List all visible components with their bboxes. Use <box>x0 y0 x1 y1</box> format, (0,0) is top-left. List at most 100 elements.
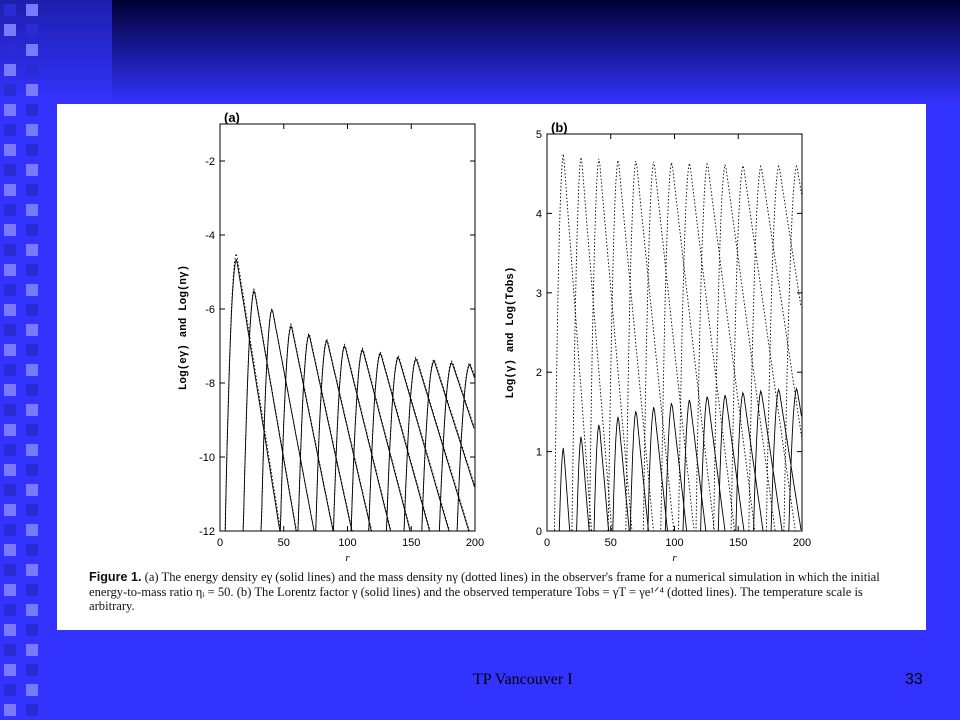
series-curve-γ <box>770 387 802 531</box>
decorative-square <box>4 704 16 716</box>
x-tick-label: 200 <box>466 537 484 549</box>
decorative-square <box>26 584 38 596</box>
series-curve-nγ <box>242 287 297 531</box>
decorative-square <box>4 564 16 576</box>
decorative-square <box>4 24 16 36</box>
decorative-square <box>4 624 16 636</box>
decorative-square <box>26 464 38 476</box>
series-curve-Tobs <box>765 164 802 531</box>
series-curve-eγ <box>385 356 450 531</box>
series-curve-γ <box>629 411 649 531</box>
series-curve-Tobs <box>695 162 756 531</box>
decorative-square <box>4 264 16 276</box>
series-curve-γ <box>682 399 707 531</box>
decorative-square <box>26 544 38 556</box>
series-curve-nγ <box>421 358 475 531</box>
series-curve-eγ <box>403 358 470 531</box>
series-curve-γ <box>788 387 802 531</box>
decorative-square <box>26 664 38 676</box>
series-curve-γ <box>717 394 745 531</box>
decorative-square <box>26 484 38 496</box>
y-tick-label: 0 <box>536 526 542 538</box>
y-tick-label: -10 <box>199 452 215 464</box>
decorative-square <box>4 64 16 76</box>
decorative-square <box>4 584 16 596</box>
series-curve-nγ <box>297 332 353 531</box>
y-tick-label: -4 <box>205 230 215 242</box>
decorative-square <box>26 564 38 576</box>
x-axis-label: r <box>345 552 350 564</box>
series-curve-Tobs <box>678 163 736 531</box>
series-curve-Tobs <box>660 162 715 531</box>
decorative-square <box>26 44 38 56</box>
x-tick-label: 0 <box>217 537 223 549</box>
decorative-square <box>26 424 38 436</box>
series-curve-Tobs <box>730 163 796 531</box>
series-curve-γ <box>612 416 630 531</box>
series-curve-Tobs <box>748 164 802 531</box>
figure-panel: (a) 0 50 100 150 200 -12 -10 -8 -6 -4 -2 r Log(eγ) an… <box>57 104 926 630</box>
series-curve-nγ <box>385 354 450 531</box>
decorative-square <box>26 224 38 236</box>
decorative-square <box>26 64 38 76</box>
y-tick-label: 2 <box>536 367 542 379</box>
series-curve-eγ <box>224 259 281 531</box>
decorative-square <box>4 644 16 656</box>
decorative-square <box>26 604 38 616</box>
decorative-square <box>4 324 16 336</box>
decorative-square <box>4 304 16 316</box>
x-tick-label: 150 <box>402 537 420 549</box>
series-curve-nγ <box>260 308 315 531</box>
decorative-square <box>26 504 38 516</box>
series-curve-nγ <box>438 360 475 531</box>
series-curve-Tobs <box>553 154 593 531</box>
decorative-square <box>26 84 38 96</box>
decorative-square <box>26 344 38 356</box>
caption-label: Figure 1. <box>89 570 142 584</box>
decorative-square <box>4 344 16 356</box>
series-curve-eγ <box>297 334 353 531</box>
decorative-square <box>4 204 16 216</box>
decorative-square <box>26 184 38 196</box>
x-tick-label: 0 <box>544 537 550 549</box>
decorative-square <box>26 704 38 716</box>
decorative-square <box>26 644 38 656</box>
plot-frame <box>546 133 803 532</box>
series-curve-Tobs <box>625 160 675 531</box>
series-curve-γ <box>700 396 726 531</box>
decorative-square <box>4 504 16 516</box>
decorative-square <box>4 244 16 256</box>
decorative-square <box>26 304 38 316</box>
decorative-square <box>26 104 38 116</box>
x-tick-label: 100 <box>338 537 356 549</box>
decorative-square <box>4 464 16 476</box>
caption-text: (a) The energy density eγ (solid lines) … <box>89 570 880 613</box>
series-curve-nγ <box>332 343 392 531</box>
decorative-square <box>4 424 16 436</box>
y-tick-label: -6 <box>205 304 215 316</box>
y-tick-label: 5 <box>536 129 542 141</box>
decorative-square <box>4 284 16 296</box>
decorative-square <box>26 624 38 636</box>
decorative-square <box>26 284 38 296</box>
x-tick-label: 100 <box>665 537 683 549</box>
y-axis-label: Log(eγ) and Log(nγ) <box>178 265 190 390</box>
decorative-square <box>4 364 16 376</box>
decorative-square <box>4 4 16 16</box>
x-tick-label: 50 <box>278 537 290 549</box>
decorative-square <box>26 144 38 156</box>
decorative-square <box>26 204 38 216</box>
decorative-square <box>4 404 16 416</box>
decorative-square <box>26 444 38 456</box>
decorative-square <box>4 184 16 196</box>
series-curve-nγ <box>456 362 475 531</box>
series-curve-eγ <box>242 289 297 531</box>
series-curve-γ <box>753 389 783 531</box>
decorative-square <box>26 164 38 176</box>
series-curve-γ <box>735 391 764 531</box>
series-curve-eγ <box>279 324 334 531</box>
series-curve-nγ <box>315 337 373 531</box>
decorative-square <box>26 524 38 536</box>
panel-label: (b) <box>551 120 568 135</box>
